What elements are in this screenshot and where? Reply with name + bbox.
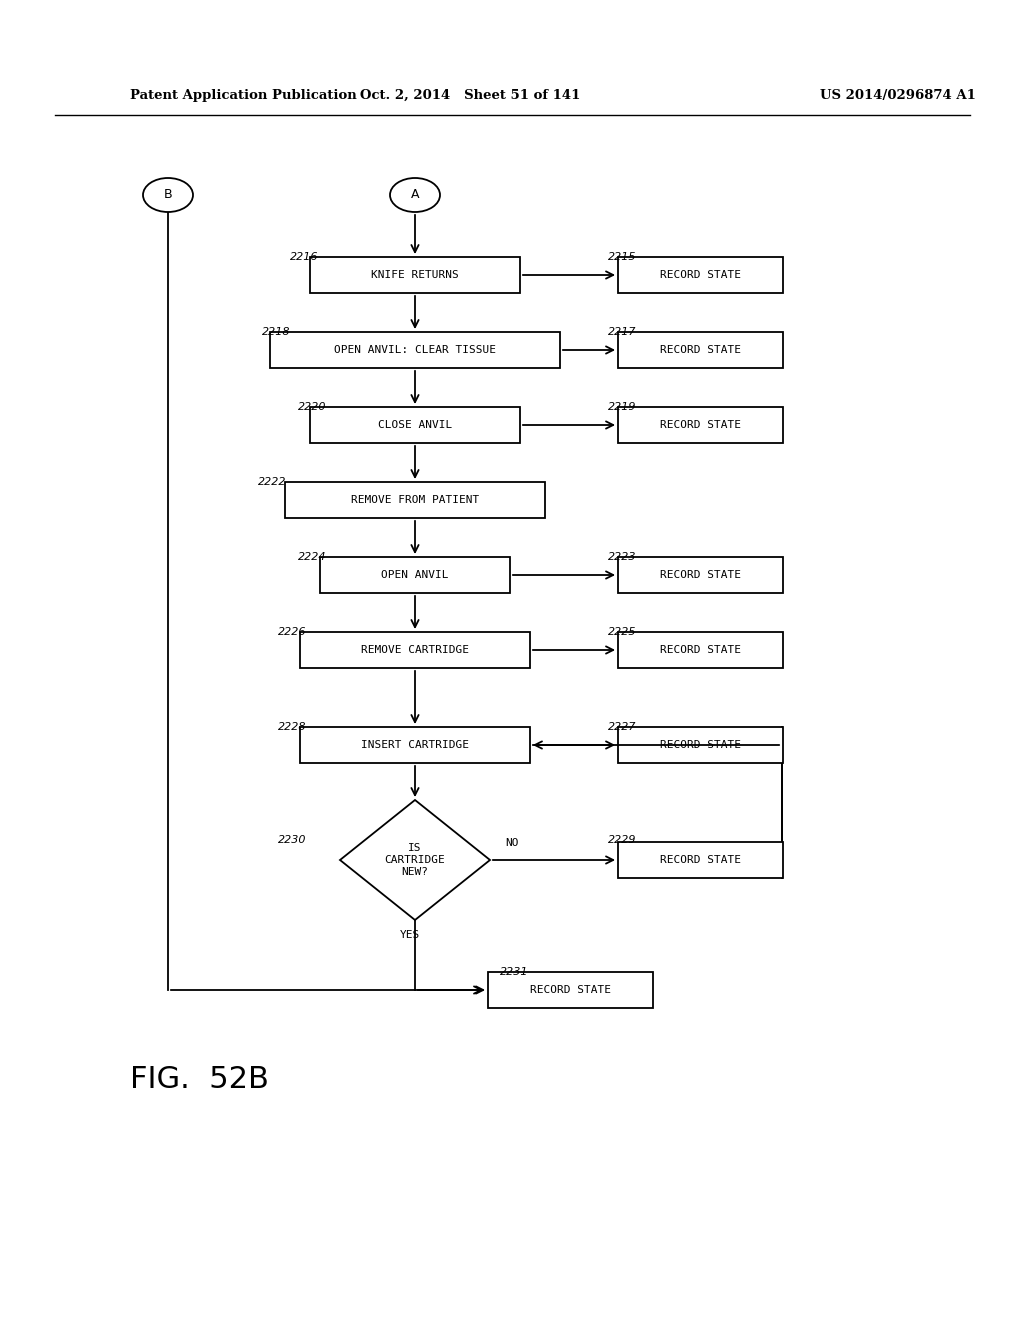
Text: REMOVE CARTRIDGE: REMOVE CARTRIDGE [361,645,469,655]
Text: 2217: 2217 [608,327,637,337]
Text: CLOSE ANVIL: CLOSE ANVIL [378,420,453,430]
Text: RECORD STATE: RECORD STATE [659,855,740,865]
FancyBboxPatch shape [617,727,782,763]
FancyBboxPatch shape [617,407,782,444]
Text: US 2014/0296874 A1: US 2014/0296874 A1 [820,88,976,102]
Text: 2230: 2230 [278,836,306,845]
Text: B: B [164,189,172,202]
Text: 2220: 2220 [298,403,327,412]
Text: REMOVE FROM PATIENT: REMOVE FROM PATIENT [351,495,479,506]
FancyBboxPatch shape [310,257,520,293]
Ellipse shape [143,178,193,213]
Text: 2224: 2224 [298,552,327,562]
Polygon shape [340,800,490,920]
Text: 2218: 2218 [262,327,291,337]
Text: 2215: 2215 [608,252,637,261]
Text: 2227: 2227 [608,722,637,733]
Text: 2229: 2229 [608,836,637,845]
Text: 2231: 2231 [500,968,528,977]
FancyBboxPatch shape [300,727,530,763]
Text: OPEN ANVIL: OPEN ANVIL [381,570,449,579]
Text: RECORD STATE: RECORD STATE [659,645,740,655]
Text: NO: NO [505,838,518,847]
FancyBboxPatch shape [270,333,560,368]
Text: INSERT CARTRIDGE: INSERT CARTRIDGE [361,741,469,750]
Text: RECORD STATE: RECORD STATE [659,741,740,750]
Text: Patent Application Publication: Patent Application Publication [130,88,356,102]
Text: A: A [411,189,419,202]
Text: RECORD STATE: RECORD STATE [659,271,740,280]
FancyBboxPatch shape [319,557,510,593]
FancyBboxPatch shape [617,632,782,668]
Text: 2228: 2228 [278,722,306,733]
Ellipse shape [390,178,440,213]
Text: 2222: 2222 [258,477,287,487]
Text: 2225: 2225 [608,627,637,638]
FancyBboxPatch shape [617,257,782,293]
FancyBboxPatch shape [310,407,520,444]
Text: 2216: 2216 [290,252,318,261]
Text: RECORD STATE: RECORD STATE [659,345,740,355]
Text: KNIFE RETURNS: KNIFE RETURNS [371,271,459,280]
Text: YES: YES [400,931,420,940]
Text: IS
CARTRIDGE
NEW?: IS CARTRIDGE NEW? [385,843,445,876]
FancyBboxPatch shape [617,842,782,878]
Text: OPEN ANVIL: CLEAR TISSUE: OPEN ANVIL: CLEAR TISSUE [334,345,496,355]
FancyBboxPatch shape [617,333,782,368]
FancyBboxPatch shape [285,482,545,517]
Text: Oct. 2, 2014   Sheet 51 of 141: Oct. 2, 2014 Sheet 51 of 141 [359,88,581,102]
Text: 2226: 2226 [278,627,306,638]
Text: RECORD STATE: RECORD STATE [659,570,740,579]
Text: RECORD STATE: RECORD STATE [659,420,740,430]
FancyBboxPatch shape [617,557,782,593]
FancyBboxPatch shape [487,972,652,1008]
Text: 2223: 2223 [608,552,637,562]
FancyBboxPatch shape [300,632,530,668]
Text: FIG.  52B: FIG. 52B [130,1065,269,1094]
Text: RECORD STATE: RECORD STATE [529,985,610,995]
Text: 2219: 2219 [608,403,637,412]
